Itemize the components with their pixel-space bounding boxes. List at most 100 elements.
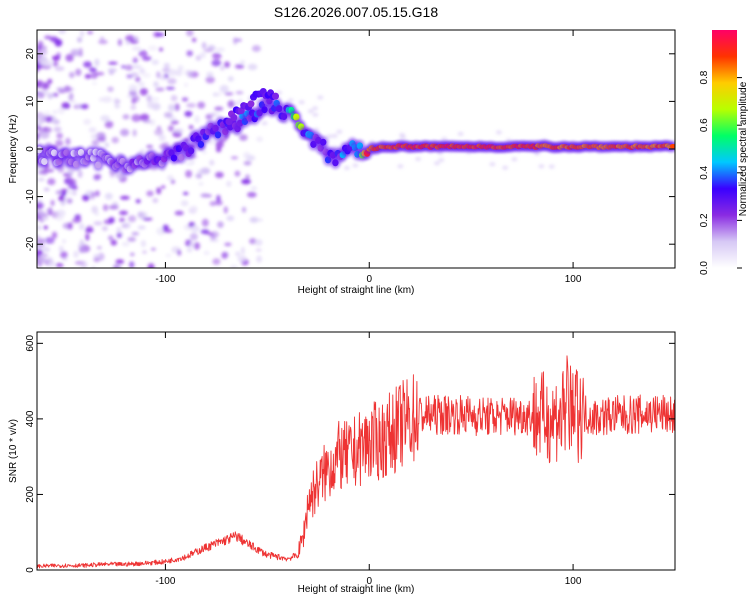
- noise-blob: [182, 191, 189, 196]
- noise-blob: [163, 112, 173, 118]
- noise-blob: [110, 239, 118, 246]
- noise-blob: [197, 169, 206, 175]
- noise-blob: [42, 126, 48, 132]
- noise-blob: [131, 46, 142, 51]
- noise-blob: [37, 257, 47, 263]
- noise-blob: [89, 67, 97, 73]
- noise-blob: [70, 99, 77, 104]
- noise-blob: [37, 202, 42, 210]
- noise-blob: [177, 65, 184, 71]
- noise-blob: [146, 94, 152, 102]
- noise-blob: [133, 36, 139, 42]
- noise-blob: [214, 106, 224, 111]
- noise-blob: [186, 247, 193, 253]
- noise-blob: [233, 37, 238, 45]
- noise-blob: [312, 112, 319, 117]
- noise-blob: [175, 69, 183, 77]
- noise-blob: [139, 88, 148, 96]
- noise-blob: [201, 218, 209, 227]
- noise-blob: [104, 120, 114, 129]
- noise-blob: [415, 157, 422, 161]
- noise-blob: [68, 182, 77, 190]
- noise-blob: [193, 242, 201, 250]
- y-tick-label: 10: [25, 95, 36, 107]
- ridge-core: [50, 149, 58, 157]
- noise-blob: [441, 137, 448, 141]
- noise-blob: [256, 136, 263, 142]
- noise-blob: [312, 106, 319, 111]
- x-tick-label: 0: [366, 576, 372, 587]
- noise-blob: [162, 67, 171, 73]
- ridge-core: [356, 142, 364, 150]
- noise-blob: [130, 104, 137, 110]
- noise-blob: [127, 237, 136, 242]
- noise-blob: [165, 86, 175, 90]
- noise-blob: [43, 82, 50, 89]
- noise-blob: [52, 61, 59, 67]
- noise-blob: [37, 225, 42, 231]
- noise-blob: [212, 258, 221, 265]
- noise-blob: [77, 52, 84, 57]
- noise-blob: [352, 163, 359, 168]
- noise-blob: [71, 48, 81, 54]
- noise-blob: [139, 149, 146, 154]
- noise-blob: [255, 248, 262, 252]
- noise-blob: [433, 161, 440, 166]
- ridge-core: [37, 146, 43, 154]
- ridge-core: [63, 149, 70, 157]
- noise-blob: [37, 93, 42, 99]
- noise-blob: [67, 190, 75, 196]
- noise-blob: [43, 215, 49, 221]
- noise-blob: [102, 96, 112, 103]
- noise-blob: [60, 251, 68, 259]
- noise-blob: [150, 97, 160, 102]
- noise-blob: [47, 78, 53, 84]
- noise-blob: [200, 229, 209, 234]
- noise-blob: [548, 164, 555, 169]
- noise-blob: [210, 112, 217, 118]
- ridge-core: [280, 113, 288, 120]
- noise-blob: [65, 137, 71, 146]
- spectrogram-heatmap: [37, 30, 675, 268]
- noise-blob: [224, 242, 232, 247]
- colorbar-tick-label: 0.0: [699, 261, 710, 275]
- noise-blob: [100, 115, 110, 122]
- noise-blob: [151, 59, 159, 65]
- noise-blob: [215, 112, 220, 116]
- noise-blob: [58, 90, 66, 94]
- noise-blob: [92, 81, 97, 86]
- noise-blob: [132, 129, 137, 137]
- noise-blob: [511, 157, 518, 162]
- noise-blob: [137, 211, 145, 218]
- x-tick-label: -100: [155, 274, 175, 285]
- noise-blob: [114, 263, 119, 268]
- noise-blob: [46, 168, 54, 173]
- noise-blob: [58, 245, 64, 253]
- noise-blob: [155, 32, 165, 37]
- y-tick-label: 0: [25, 146, 36, 152]
- noise-blob: [138, 50, 148, 57]
- y-tick-label: -10: [25, 189, 36, 204]
- noise-blob: [44, 35, 52, 40]
- noise-blob: [126, 74, 134, 79]
- noise-blob: [115, 172, 124, 179]
- snr-plot-area: [37, 332, 675, 570]
- noise-blob: [84, 74, 92, 79]
- ridge-core: [332, 159, 339, 167]
- colorbar-tick-label: 0.8: [699, 70, 710, 84]
- noise-blob: [163, 62, 170, 69]
- noise-blob: [88, 127, 97, 133]
- noise-blob: [336, 129, 343, 134]
- noise-blob: [137, 225, 146, 230]
- noise-blob: [161, 185, 166, 189]
- ridge-core: [72, 160, 80, 168]
- noise-blob: [107, 68, 117, 73]
- noise-blob: [307, 109, 314, 114]
- noise-blob: [142, 72, 151, 78]
- noise-blob: [80, 260, 88, 268]
- snr-panel: -100 0 100 0 200 400 600 Height of straight li…: [8, 331, 676, 595]
- noise-blob: [58, 30, 66, 34]
- noise-blob: [152, 198, 159, 203]
- noise-blob: [46, 115, 53, 123]
